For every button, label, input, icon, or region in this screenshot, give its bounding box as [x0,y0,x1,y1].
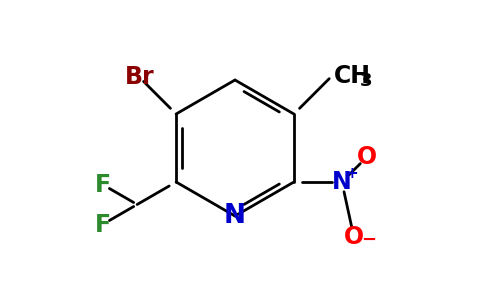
Text: O: O [357,145,378,169]
Text: N: N [332,170,352,194]
Text: N: N [224,203,246,229]
Text: F: F [94,212,110,236]
Text: F: F [94,172,110,197]
Text: 3: 3 [360,72,373,90]
Text: Br: Br [125,65,155,89]
Text: CH: CH [334,64,371,88]
Text: +: + [346,166,358,181]
Text: O: O [344,225,364,249]
Text: −: − [362,231,377,249]
